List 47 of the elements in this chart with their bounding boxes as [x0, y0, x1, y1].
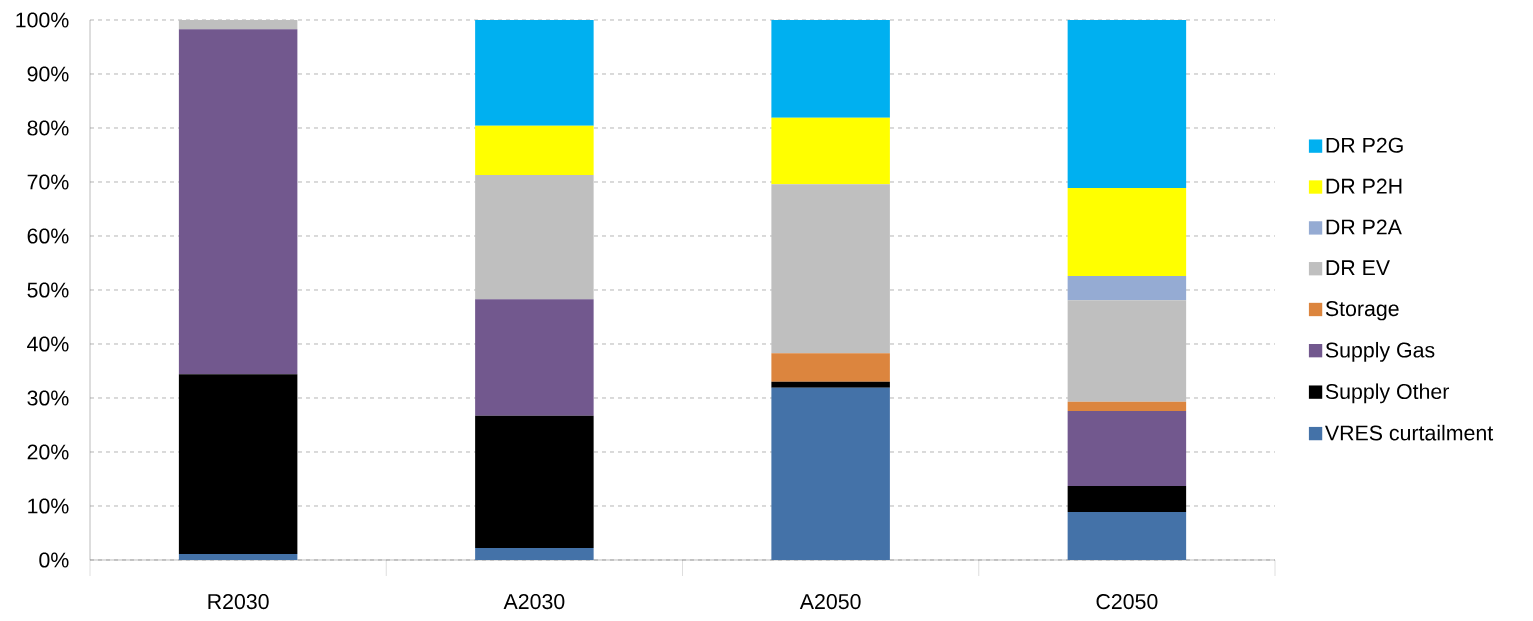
legend-label: VRES curtailment — [1324, 424, 1494, 441]
y-tick-label: 10% — [28, 498, 69, 514]
bar — [178, 374, 298, 555]
bar — [1067, 300, 1187, 402]
legend-label: Supply Gas — [1325, 341, 1435, 362]
bar — [475, 299, 594, 416]
bar — [1067, 511, 1187, 560]
bar — [1067, 486, 1187, 512]
y-tick-label: 90% — [27, 66, 69, 82]
bar — [475, 125, 594, 175]
bar — [1067, 410, 1187, 487]
bar — [771, 353, 890, 382]
bar — [771, 381, 890, 388]
bar — [178, 554, 298, 560]
x-tick-label: C2050 — [1096, 594, 1158, 610]
legend-label: DR EV — [1326, 260, 1390, 276]
legend-label: DR P2G — [1326, 137, 1403, 153]
x-tick-label: A2030 — [503, 594, 565, 610]
legend-label: DR P2A — [1326, 219, 1402, 235]
bar — [475, 415, 594, 549]
bar — [178, 19, 298, 30]
bar — [178, 29, 298, 375]
bar — [1067, 275, 1187, 301]
y-tick-label: 20% — [27, 444, 69, 460]
bar — [1067, 19, 1187, 188]
y-tick-label: 50% — [27, 282, 69, 298]
x-tick-label: A2050 — [799, 594, 861, 610]
y-tick-label: 0% — [39, 552, 69, 568]
bar — [1067, 187, 1187, 276]
y-tick-label: 80% — [27, 120, 69, 136]
bar — [475, 174, 594, 300]
x-tick-label: R2030 — [208, 594, 269, 610]
legend-label: Supply Other — [1325, 383, 1450, 404]
bar — [771, 184, 890, 354]
bar — [475, 548, 594, 560]
bar — [475, 19, 594, 126]
legend-label: DR P2H — [1326, 178, 1402, 194]
y-tick-label: 30% — [27, 390, 69, 406]
y-tick-label: 60% — [27, 228, 69, 244]
y-tick-label: 40% — [27, 336, 69, 352]
y-tick-label: 100% — [16, 12, 69, 28]
y-tick-label: 70% — [27, 174, 69, 190]
bar — [771, 117, 890, 185]
bar — [1067, 401, 1187, 411]
bar — [771, 387, 890, 560]
legend-label: Storage — [1325, 301, 1399, 321]
bar — [771, 19, 890, 118]
